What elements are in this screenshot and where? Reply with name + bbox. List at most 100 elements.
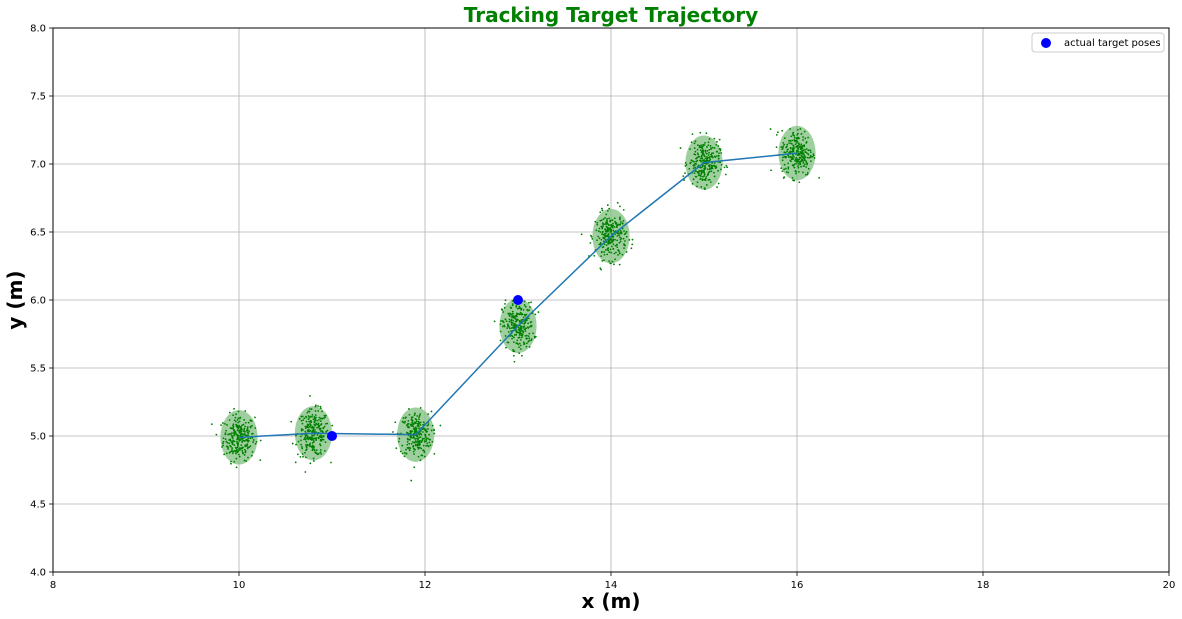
particle-point — [304, 438, 307, 441]
particle-point — [805, 160, 807, 163]
particle-point — [700, 173, 703, 175]
particle-point — [244, 450, 247, 453]
particle-point — [783, 168, 786, 171]
particle-point — [524, 334, 527, 337]
particle-point — [596, 223, 599, 226]
particle-point — [395, 447, 398, 450]
particle-point — [710, 164, 713, 167]
particle-point — [775, 133, 778, 136]
particle-point — [618, 241, 621, 244]
particle-point — [589, 242, 592, 244]
actual-target-poses — [327, 295, 523, 441]
particle-point — [522, 326, 525, 329]
particle-point — [701, 179, 704, 182]
particle-point — [792, 149, 795, 151]
particle-point — [798, 146, 801, 149]
particle-point — [512, 326, 515, 329]
particle-point — [695, 170, 697, 173]
particle-point — [321, 410, 324, 413]
particle-point — [247, 437, 250, 440]
particle-point — [314, 404, 317, 407]
particle-point — [717, 169, 719, 172]
particle-point — [401, 452, 404, 455]
particle-point — [616, 201, 619, 204]
particle-point — [230, 450, 233, 453]
particle-point — [407, 422, 410, 425]
particle-point — [235, 440, 238, 443]
particle-point — [517, 326, 520, 329]
particle-point — [790, 135, 793, 138]
particle-point — [311, 449, 314, 452]
particle-point — [797, 132, 799, 135]
particle-point — [605, 213, 608, 216]
particle-point — [715, 143, 718, 146]
particle-point — [521, 354, 523, 357]
particle-point — [608, 251, 611, 254]
particle-point — [801, 150, 804, 153]
particle-point — [616, 235, 619, 237]
particle-point — [608, 217, 611, 220]
particle-point — [514, 323, 516, 326]
particle-point — [695, 160, 698, 163]
particle-point — [526, 308, 529, 311]
particle-point — [415, 418, 418, 421]
particle-point — [802, 160, 805, 162]
particle-point — [591, 237, 594, 240]
particle-point — [230, 460, 232, 463]
particle-point — [602, 245, 605, 248]
particle-point — [416, 423, 419, 425]
particle-point — [700, 186, 703, 188]
particle-point — [305, 415, 307, 418]
particle-point — [605, 244, 608, 247]
particle-point — [524, 330, 527, 332]
y-tick-label: 6.5 — [30, 228, 46, 239]
particle-point — [691, 133, 694, 136]
particle-point — [631, 238, 634, 241]
particle-point — [787, 167, 790, 170]
particle-point — [699, 149, 702, 152]
particle-point — [696, 171, 699, 174]
particle-point — [708, 138, 711, 140]
particle-point — [601, 231, 604, 234]
particle-point — [807, 167, 810, 170]
particle-point — [524, 314, 527, 317]
particle-point — [612, 235, 615, 238]
particle-point — [231, 436, 234, 439]
x-axis-ticks: 8 10 12 14 16 18 20 — [50, 572, 1175, 591]
particle-point — [311, 434, 314, 437]
particle-point — [619, 218, 621, 221]
particle-point — [788, 156, 790, 158]
particle-point — [314, 424, 316, 427]
particle-point — [410, 479, 413, 482]
particle-point — [804, 173, 807, 176]
particle-point — [604, 232, 607, 235]
particle-point — [700, 157, 702, 160]
particle-point — [237, 453, 240, 456]
particle-point — [807, 149, 810, 152]
particle-point — [313, 420, 316, 423]
y-axis-ticks: 4.0 4.5 5.0 5.5 6.0 6.5 7.0 7.5 8.0 — [30, 24, 53, 579]
particle-point — [720, 163, 723, 166]
particle-point — [319, 407, 322, 410]
particle-point — [221, 446, 223, 448]
particle-point — [243, 448, 246, 451]
particle-point — [723, 166, 726, 169]
particle-point — [713, 137, 716, 140]
particle-point — [685, 163, 688, 166]
particle-point — [704, 166, 707, 169]
particle-point — [433, 432, 436, 435]
particle-point — [718, 138, 721, 141]
particle-point — [238, 430, 241, 433]
particle-point — [415, 441, 418, 444]
particle-point — [511, 304, 514, 307]
particle-point — [418, 432, 420, 435]
particle-point — [789, 128, 791, 130]
particle-point — [617, 254, 619, 256]
particle-point — [818, 176, 821, 179]
particle-point — [791, 139, 794, 142]
particle-point — [707, 154, 710, 156]
particle-point — [694, 166, 697, 169]
particle-point — [519, 344, 522, 347]
particle-point — [238, 447, 241, 450]
particle-point — [418, 440, 421, 442]
